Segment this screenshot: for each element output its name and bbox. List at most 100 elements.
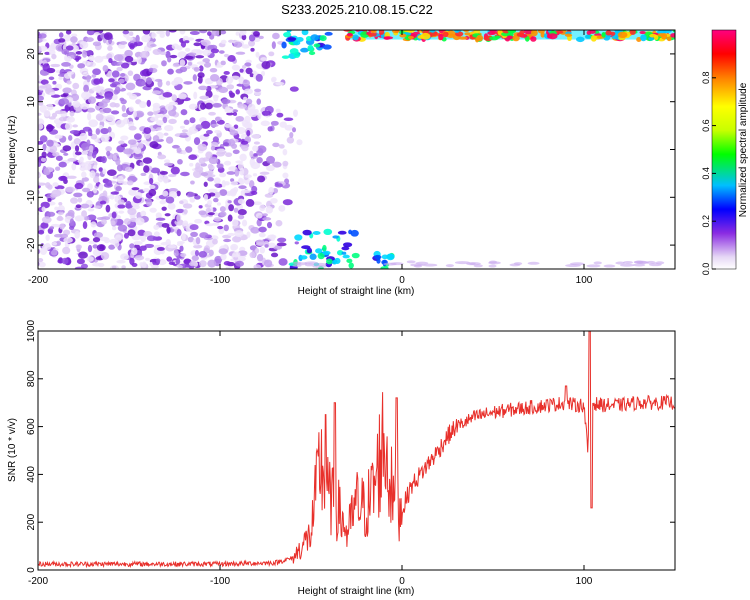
heatmap-noise-cell — [189, 162, 194, 167]
heatmap-noise-cell — [116, 175, 124, 184]
heatmap-noise-cell — [123, 232, 129, 239]
heatmap-noise-cell — [223, 224, 229, 232]
heatmap-noise-cell — [29, 38, 33, 45]
heatmap-noise-cell — [236, 126, 246, 135]
heatmap-noise-cell — [50, 249, 58, 256]
heatmap-noise-cell — [129, 257, 135, 265]
heatmap-noise-cell — [127, 70, 134, 76]
heatmap-noise-cell — [120, 73, 126, 77]
heatmap-feature-cell — [454, 30, 460, 33]
heatmap-feature-cell — [501, 32, 511, 37]
heatmap-noise-cell — [51, 241, 58, 246]
heatmap-edge-cell — [655, 261, 665, 265]
heatmap-edge-cell — [527, 261, 540, 265]
heatmap-noise-cell — [62, 87, 72, 94]
heatmap-feature-cell — [308, 51, 316, 56]
heatmap-noise-cell — [54, 110, 65, 115]
heatmap-noise-cell — [80, 263, 88, 269]
heatmap-noise-cell — [50, 63, 61, 68]
heatmap-noise-cell — [256, 253, 264, 262]
heatmap-noise-cell — [177, 51, 187, 59]
heatmap-noise-cell — [92, 68, 101, 76]
heatmap-noise-cell — [121, 104, 126, 112]
heatmap-noise-cell — [101, 156, 107, 164]
heatmap-noise-cell — [60, 94, 68, 98]
heatmap-noise-cell — [80, 142, 91, 151]
heatmap-noise-cell — [162, 116, 168, 124]
heatmap-noise-cell — [77, 197, 83, 203]
heatmap-noise-cell — [252, 31, 260, 37]
heatmap-noise-cell — [38, 74, 41, 81]
heatmap-noise-cell — [112, 175, 118, 180]
heatmap-noise-cell — [191, 255, 199, 261]
heatmap-noise-cell — [145, 198, 153, 207]
heatmap-noise-cell — [199, 260, 207, 268]
heatmap-noise-cell — [61, 62, 71, 67]
colorbar: 0.0 0.2 0.4 0.6 0.8 Normalized spectral ampl… — [701, 29, 749, 275]
heatmap-noise-cell — [168, 174, 177, 178]
heatmap-noise-cell — [223, 244, 228, 250]
heatmap-noise-cell — [223, 261, 231, 266]
heatmap-noise-cell — [102, 168, 107, 175]
heatmap-noise-cell — [91, 86, 101, 92]
heatmap-noise-cell — [33, 80, 38, 87]
heatmap-noise-cell — [86, 214, 97, 221]
heatmap-noise-cell — [207, 177, 214, 182]
heatmap-noise-cell — [30, 85, 35, 93]
heatmap-feature-cell — [601, 32, 606, 38]
heatmap-ytick-label: 10 — [26, 96, 37, 108]
heatmap-noise-cell — [133, 152, 144, 160]
heatmap-noise-cell — [248, 180, 255, 188]
heatmap-noise-cell — [28, 60, 35, 66]
heatmap-noise-cell — [193, 91, 198, 100]
heatmap-feature-cell — [326, 258, 333, 265]
heatmap-noise-cell — [139, 101, 147, 109]
heatmap-noise-cell — [94, 205, 101, 209]
heatmap-noise-cell — [188, 52, 197, 57]
heatmap-noise-cell — [246, 109, 257, 113]
heatmap-noise-cell — [270, 198, 278, 204]
heatmap-noise-cell — [116, 66, 123, 72]
heatmap-noise-cell — [292, 127, 297, 133]
heatmap-feature-cell — [392, 30, 400, 34]
heatmap-noise-cell — [62, 246, 71, 255]
heatmap-noise-cell — [144, 243, 155, 248]
heatmap-noise-cell — [95, 113, 104, 121]
heatmap-feature-cell — [352, 34, 359, 41]
heatmap-noise-cell — [237, 198, 245, 205]
heatmap-noise-cell — [225, 266, 231, 269]
heatmap-noise-cell — [223, 160, 232, 166]
heatmap-noise-cell — [267, 234, 277, 240]
heatmap-noise-cell — [150, 264, 160, 269]
heatmap-noise-cell — [185, 146, 193, 153]
heatmap-feature-cell — [317, 252, 325, 260]
heatmap-noise-cell — [43, 109, 51, 117]
heatmap-feature-cell — [310, 34, 319, 41]
heatmap-noise-cell — [141, 80, 146, 87]
heatmap-noise-cell — [118, 140, 125, 145]
heatmap-noise-cell — [172, 226, 179, 230]
snr-ytick-label: 400 — [26, 466, 37, 483]
heatmap-noise-cell — [112, 154, 117, 161]
heatmap-xtick-label: 0 — [399, 275, 405, 286]
heatmap-noise-cell — [105, 114, 116, 122]
heatmap-noise-cell — [239, 68, 244, 73]
heatmap-noise-cell — [86, 256, 94, 262]
heatmap-noise-cell — [213, 177, 221, 184]
heatmap-noise-cell — [235, 115, 245, 122]
heatmap-feature-cell — [586, 30, 592, 35]
heatmap-noise-cell — [119, 97, 125, 102]
heatmap-noise-cell — [296, 139, 303, 146]
heatmap-noise-cell — [294, 241, 299, 245]
heatmap-noise-cell — [115, 186, 122, 192]
heatmap-noise-cell — [218, 227, 225, 235]
heatmap-noise-cell — [224, 181, 230, 186]
heatmap-noise-cell — [125, 82, 136, 91]
heatmap-noise-cell — [187, 191, 195, 198]
heatmap-noise-cell — [251, 185, 258, 193]
heatmap-noise-cell — [43, 83, 52, 92]
heatmap-noise-cell — [38, 92, 43, 96]
heatmap-edge-cell — [636, 261, 649, 265]
heatmap-noise-cell — [72, 124, 78, 128]
heatmap-noise-cell — [246, 231, 251, 238]
